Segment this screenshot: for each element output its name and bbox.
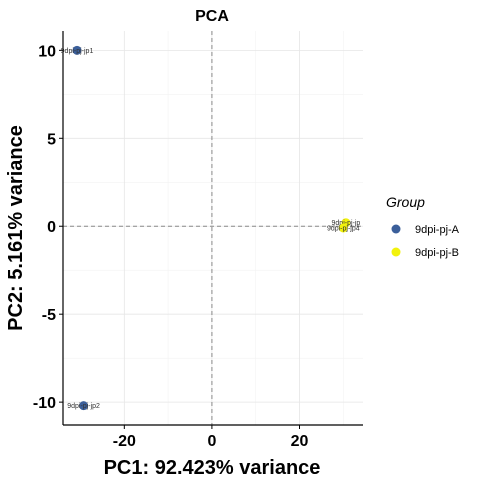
chart-title: PCA [195, 8, 229, 25]
legend-key [391, 224, 401, 234]
y-axis-title: PC2: 5.161% variance [5, 125, 27, 331]
data-point [72, 45, 82, 55]
legend-title: Group [386, 194, 425, 210]
point-label: 9dpi-pj-jp1 [61, 48, 94, 55]
tick-labels: -20 0 20 -10 -5 0 5 10 [33, 43, 309, 450]
data-point [79, 401, 89, 411]
x-tick-label: -20 [113, 433, 136, 450]
point-label: 9dpi-pj-jp [332, 220, 361, 227]
x-axis-title: PC1: 92.423% variance [104, 457, 321, 479]
legend: Group 9dpi-pj-A 9dpi-pj-B [386, 194, 460, 259]
x-tick-label: 0 [207, 433, 216, 450]
y-tick-label: 5 [47, 131, 56, 148]
y-tick-label: -10 [33, 395, 56, 412]
data-point [338, 223, 348, 233]
point-label: 9dpi-pj-jp4 [327, 226, 360, 233]
axes [59, 31, 363, 429]
x-tick-label: 20 [291, 433, 309, 450]
y-tick-label: 10 [38, 43, 56, 60]
y-tick-label: -5 [42, 307, 56, 324]
data-points: 9dpi-pj-jp1 9dpi-pj-jp2 9dpi-pj-jp9dpi-pj-… [61, 45, 361, 411]
legend-key [391, 247, 401, 257]
y-tick-label: 0 [47, 219, 56, 236]
legend-label: 9dpi-pj-B [415, 247, 459, 259]
plot-panel [63, 31, 363, 425]
point-label: 9dpi-pj-jp2 [67, 403, 100, 410]
reference-lines [63, 31, 363, 425]
legend-label: 9dpi-pj-A [415, 224, 460, 236]
